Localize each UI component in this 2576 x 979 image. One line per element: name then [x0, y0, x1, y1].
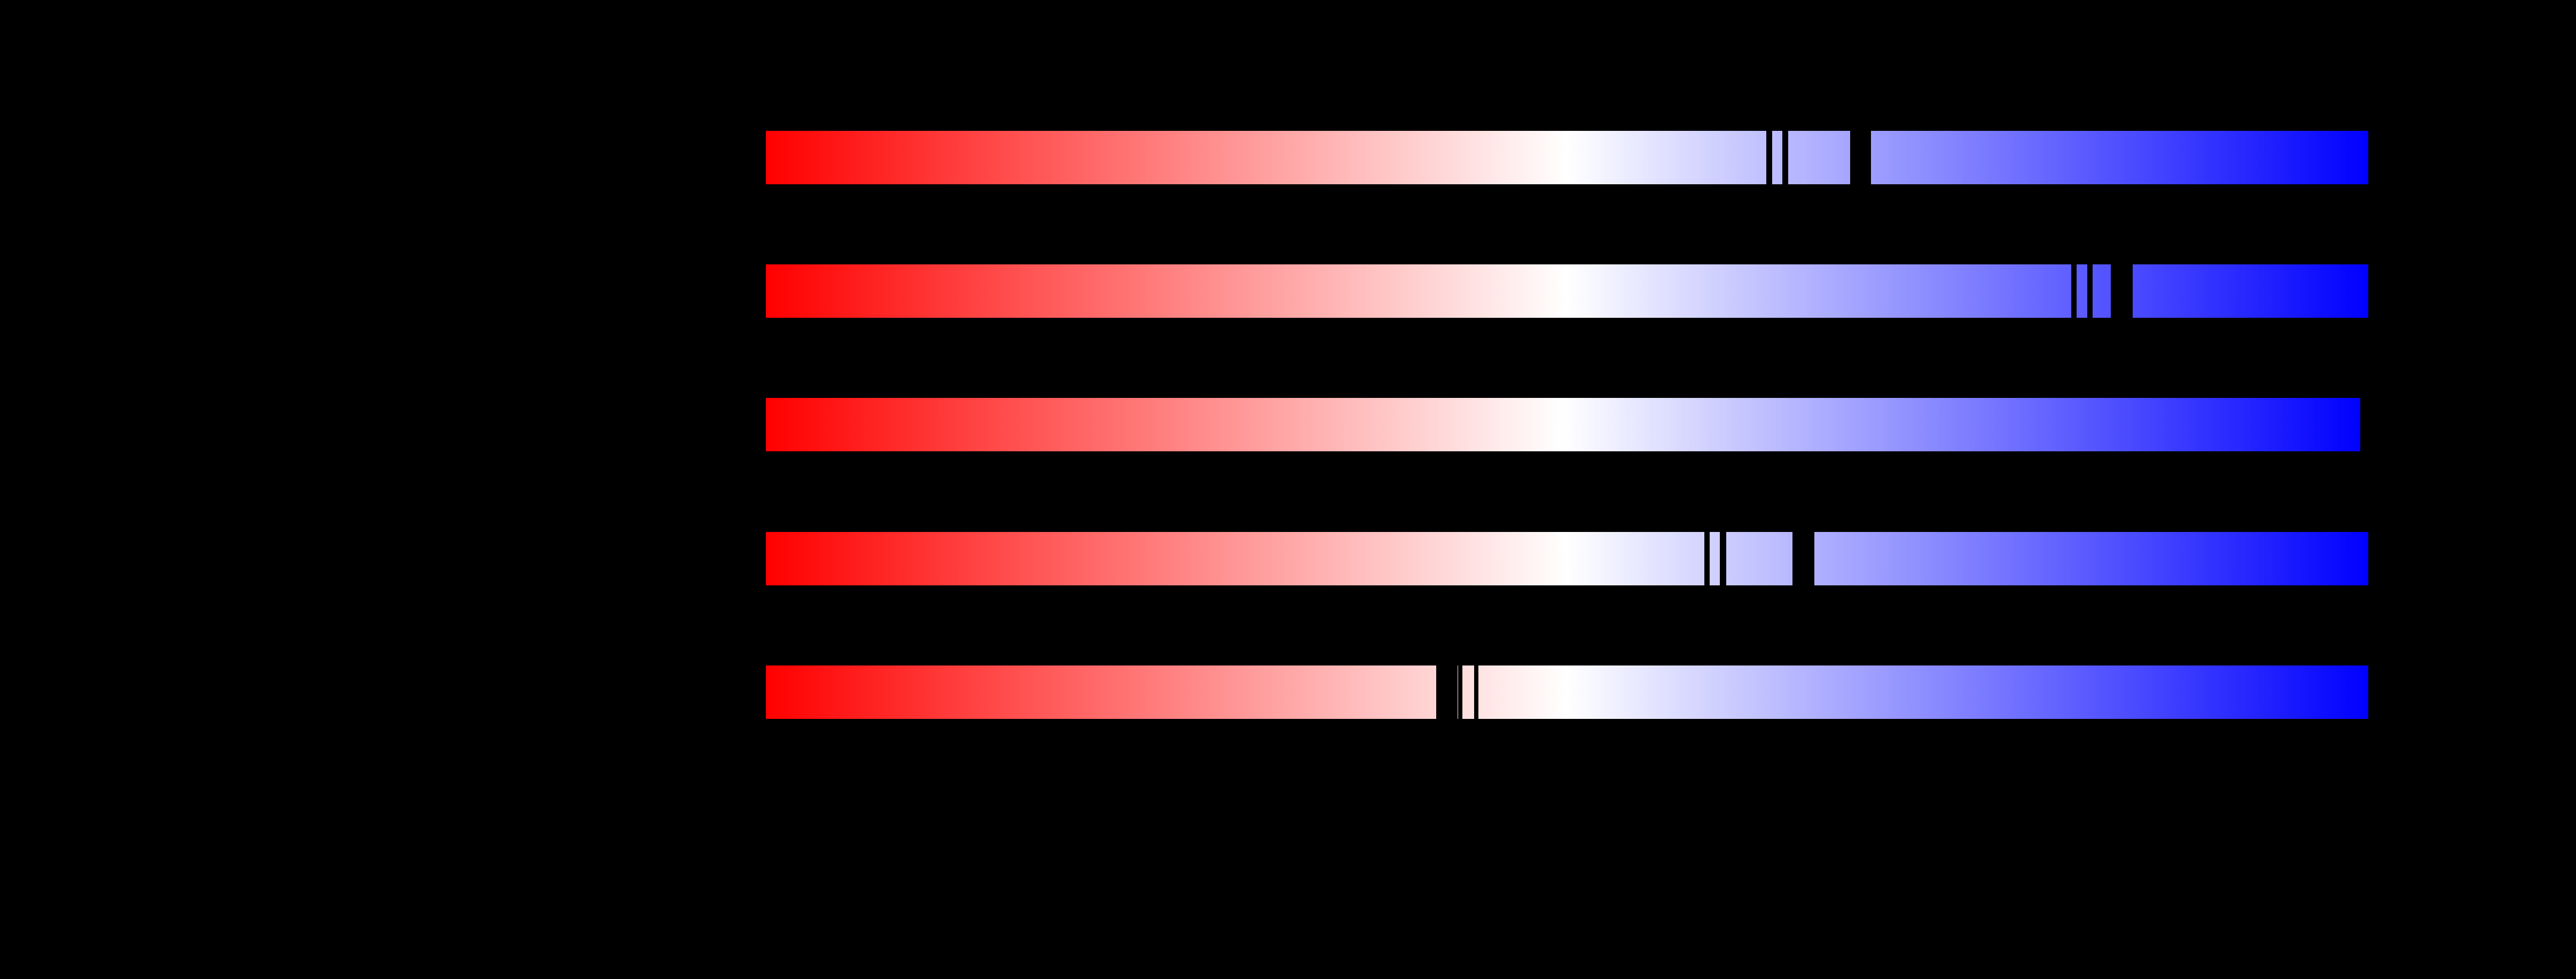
gradient-bar-5	[766, 665, 2368, 719]
gradient-bar-2	[766, 264, 2368, 318]
thin-tick-mark	[1474, 665, 1478, 719]
thin-tick-mark	[2071, 264, 2077, 318]
thin-tick-mark	[1704, 532, 1710, 585]
gradient-bar-3	[766, 398, 2360, 451]
gradient-bar-4	[766, 532, 2368, 585]
thin-tick-mark	[1782, 131, 1788, 184]
thick-tick-mark	[2111, 264, 2133, 318]
thin-tick-mark	[2087, 264, 2093, 318]
thick-tick-mark	[1436, 665, 1458, 719]
thick-tick-mark	[1850, 131, 1871, 184]
gradient-bar-1	[766, 131, 2368, 184]
thick-tick-mark	[1792, 532, 1814, 585]
thin-tick-mark	[1720, 532, 1726, 585]
thin-tick-mark	[1458, 665, 1462, 719]
thin-tick-mark	[1766, 131, 1772, 184]
